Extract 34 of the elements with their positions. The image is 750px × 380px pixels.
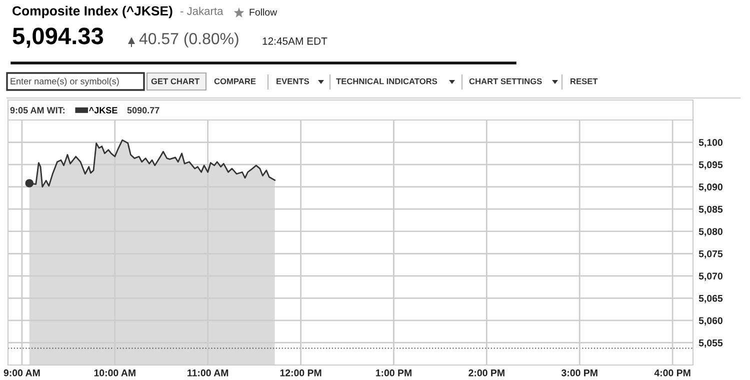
y-tick-label: 5,065	[698, 294, 723, 304]
x-tick-label: 12:00 PM	[280, 369, 322, 376]
y-tick-label: 5,055	[698, 339, 723, 348]
x-tick-label: 4:00 PM	[654, 369, 690, 376]
legend-label: ^JKSE	[89, 107, 118, 114]
chart-subtitle: - Jakarta	[180, 6, 224, 15]
y-tick-label: 5,070	[698, 272, 722, 281]
text: Enter name(s) or symbol(s)	[10, 78, 119, 86]
y-tick-label: 5,085	[698, 206, 723, 214]
x-tick-label: 1:00 PM	[376, 369, 412, 376]
text: 40.57 (0.80%)	[139, 32, 238, 48]
y-tick-label: 5,090	[698, 184, 722, 192]
text: CHART SETTINGS	[469, 78, 542, 84]
x-tick-label: 11:00 AM	[188, 369, 228, 376]
chart-title: Composite Index (^JKSE)	[12, 6, 172, 18]
y-tick-label: 5,060	[698, 317, 722, 326]
y-tick-label: 5,080	[698, 228, 722, 236]
text: TECHNICAL INDICATORS	[336, 78, 438, 84]
x-tick-label: 2:00 PM	[468, 369, 504, 376]
x-tick-label: 10:00 AM	[94, 369, 136, 376]
y-tick-label: 5,075	[698, 250, 723, 259]
text: 5090.77	[127, 107, 160, 114]
y-tick-label: 5,095	[698, 161, 723, 170]
text: 9:05 AM WIT:	[10, 107, 64, 114]
text: 12:45AM EDT	[262, 37, 328, 45]
text: COMPARE	[214, 78, 256, 84]
x-tick-label: 3:00 PM	[561, 369, 598, 376]
text: 5,094.33	[12, 28, 104, 48]
text: Follow	[250, 8, 278, 16]
text: EVENTS	[276, 78, 310, 84]
text: RESET	[570, 78, 598, 84]
x-tick-label: 9:00 AM	[4, 369, 40, 376]
text: GET CHART	[151, 78, 200, 84]
y-tick-label: 5,100	[698, 139, 722, 148]
